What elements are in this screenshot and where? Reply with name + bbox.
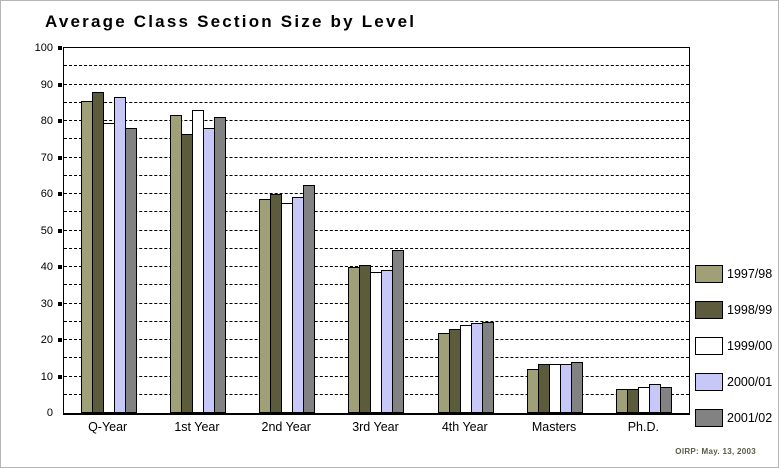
y-tick-mark (58, 301, 62, 306)
gridline (64, 120, 689, 121)
legend-label: 2000/01 (727, 375, 773, 389)
x-category-label: Ph.D. (627, 420, 659, 434)
legend-label: 1998/99 (727, 303, 773, 317)
x-category-label: Masters (531, 420, 577, 434)
bar-group-2nd-year (243, 48, 332, 413)
bar-2001-02 (124, 128, 137, 413)
x-category-label: 2nd Year (261, 420, 311, 434)
bar-group-1st-year (153, 48, 242, 413)
y-tick-label: 10 (40, 370, 53, 383)
bar-2001-02 (571, 361, 584, 413)
y-tick-label: 40 (40, 261, 53, 273)
legend-swatch (695, 337, 723, 355)
bar-group-4th-year (421, 48, 510, 413)
gridline (64, 65, 689, 67)
bar-group-q-year (64, 48, 153, 413)
bar-2001-02 (303, 184, 316, 413)
y-tick-label: 80 (40, 115, 53, 127)
x-category-label: 1st Year (174, 420, 220, 434)
y-tick-label: 100 (34, 42, 53, 54)
y-tick-mark (58, 338, 62, 342)
legend-swatch (695, 265, 723, 283)
legend-swatch (695, 373, 723, 391)
y-tick-label: 20 (40, 334, 53, 346)
legend-item: 2000/01 (695, 373, 772, 391)
gridline (64, 156, 689, 158)
x-category-label: 4th Year (441, 420, 488, 434)
y-tick-mark (58, 265, 62, 269)
gridline (64, 83, 689, 85)
legend-label: 1999/00 (727, 339, 773, 353)
legend-item: 1997/98 (695, 265, 772, 283)
y-tick-mark (58, 46, 62, 50)
gridline (64, 101, 689, 103)
x-category-label: 3rd Year (352, 420, 399, 434)
legend-label: 1997/98 (727, 267, 773, 281)
chart-title: Average Class Section Size by Level (45, 12, 417, 31)
y-tick-mark (58, 228, 62, 233)
y-tick-label: 0 (46, 407, 53, 419)
plot-wrap: 0 10 20 30 40 50 60 70 80 90 100 Q-Year 1st Year 2nd… (35, 43, 690, 434)
legend-item: 2001/02 (695, 409, 772, 427)
gridline (64, 247, 689, 249)
y-tick-label: 30 (40, 297, 53, 310)
gridline (64, 138, 689, 140)
legend-swatch (695, 409, 723, 427)
bar-group-masters (510, 48, 599, 413)
bar-2001-02 (213, 117, 226, 413)
y-tick-mark (58, 82, 62, 87)
bar-group-ph-d- (600, 48, 689, 413)
y-tick-label: 70 (40, 151, 53, 164)
y-tick-label: 60 (40, 188, 53, 200)
y-tick-label: 50 (40, 224, 53, 237)
y-tick-mark (58, 374, 62, 379)
y-tick-mark (58, 155, 62, 160)
gridline (64, 193, 689, 194)
bar-2001-02 (660, 387, 673, 413)
y-tick-label: 90 (40, 78, 53, 91)
bar-2001-02 (392, 250, 405, 413)
legend-swatch (695, 301, 723, 319)
y-tick-mark (58, 192, 62, 196)
bar-2001-02 (481, 321, 494, 413)
legend: 1997/98 1998/99 1999/00 2000/01 2001/02 (695, 265, 772, 445)
gridline (64, 229, 689, 231)
legend-item: 1998/99 (695, 301, 772, 319)
plot-area (63, 47, 690, 415)
footer-note: OIRP: May. 13, 2003 (675, 447, 756, 456)
bar-group-3rd-year (332, 48, 421, 413)
x-category-label: Q-Year (88, 420, 128, 434)
legend-item: 1999/00 (695, 337, 772, 355)
legend-label: 2001/02 (727, 411, 773, 425)
gridline (64, 211, 689, 213)
gridline (64, 174, 689, 176)
y-tick-mark (58, 119, 62, 123)
gridline (64, 266, 689, 267)
